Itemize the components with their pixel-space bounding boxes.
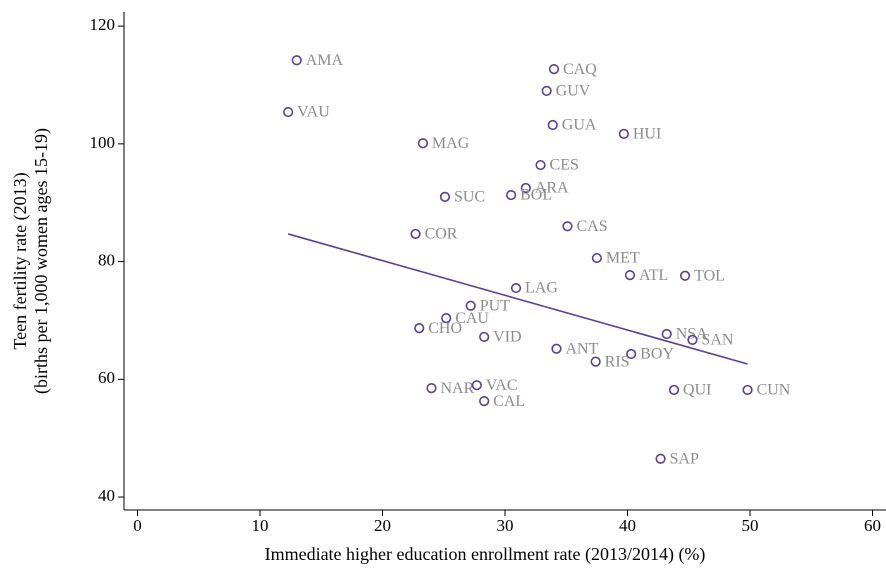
point-label: MET <box>606 250 640 267</box>
point-label: COR <box>425 226 458 243</box>
x-tick-label: 0 <box>133 516 142 535</box>
point <box>626 348 637 360</box>
point <box>510 282 522 294</box>
point <box>548 63 560 75</box>
point-label: TOL <box>694 267 725 284</box>
point <box>471 380 482 391</box>
point-label: CHO <box>428 320 462 337</box>
point-label: RIS <box>605 353 630 370</box>
x-tick-label: 10 <box>251 516 268 535</box>
point-label: VAC <box>486 377 518 394</box>
point-label: CAQ <box>563 61 597 78</box>
point-label: AMA <box>306 52 344 69</box>
point-label: NSA <box>676 326 708 343</box>
point <box>562 221 573 232</box>
point-label: ATL <box>639 267 668 284</box>
point <box>535 159 546 171</box>
point-label: CUN <box>757 382 791 399</box>
point-label: CAU <box>455 310 489 327</box>
y-tick-label: 80 <box>98 250 115 269</box>
point <box>590 356 601 367</box>
point <box>661 328 672 340</box>
point-label: CAS <box>576 218 607 235</box>
point <box>426 383 437 394</box>
y-axis-title: Teen fertility rate (2013) <box>10 172 31 349</box>
point <box>441 312 452 324</box>
point <box>439 191 451 202</box>
point <box>506 189 517 201</box>
point-label: GUV <box>556 83 591 100</box>
point-label: BOY <box>640 346 674 363</box>
point-label: PUT <box>480 297 510 314</box>
x-tick-label: 30 <box>497 516 514 535</box>
point-label: HUI <box>633 126 661 143</box>
point <box>591 252 602 264</box>
point <box>283 106 294 118</box>
point-label: ARA <box>535 180 569 197</box>
point <box>618 128 629 139</box>
point-label: SAP <box>670 450 699 467</box>
y-tick-label: 60 <box>98 368 115 387</box>
point <box>479 331 490 343</box>
point <box>547 119 558 131</box>
point-label: SUC <box>454 189 485 206</box>
point-label: VID <box>493 329 521 346</box>
point <box>679 270 691 281</box>
point-label: MAG <box>432 135 470 152</box>
point <box>687 334 698 345</box>
point <box>541 85 552 96</box>
point <box>410 228 421 240</box>
point-label: LAG <box>525 280 558 297</box>
fit-line <box>287 233 748 365</box>
point-label: NAR <box>440 380 474 397</box>
y-tick-label: 100 <box>90 133 116 152</box>
x-tick-label: 20 <box>374 516 391 535</box>
point <box>655 453 666 464</box>
point <box>414 323 425 334</box>
y-axis-title: (births per 1,000 women ages 15-19) <box>31 128 52 394</box>
point <box>624 270 636 281</box>
point-label: SAN <box>701 332 733 349</box>
point-label: VAU <box>297 104 330 121</box>
point <box>551 343 562 354</box>
x-axis-title: Immediate higher education enrollment ra… <box>265 544 706 565</box>
y-tick-label: 40 <box>98 486 115 505</box>
point <box>291 55 302 66</box>
point <box>417 138 429 149</box>
x-tick-label: 60 <box>864 516 881 535</box>
point <box>520 182 531 194</box>
point-label: ANT <box>565 340 598 357</box>
point-label: QUI <box>683 382 711 399</box>
y-tick-label: 120 <box>90 15 116 34</box>
point <box>465 300 476 311</box>
point-label: CES <box>550 157 579 174</box>
point-label: GUA <box>562 117 597 134</box>
x-tick-label: 40 <box>619 516 636 535</box>
x-tick-label: 50 <box>742 516 759 535</box>
point <box>668 384 680 396</box>
point <box>742 384 753 396</box>
point-label: CAL <box>493 393 525 410</box>
point-label: BOL <box>520 187 552 204</box>
point <box>479 395 490 407</box>
